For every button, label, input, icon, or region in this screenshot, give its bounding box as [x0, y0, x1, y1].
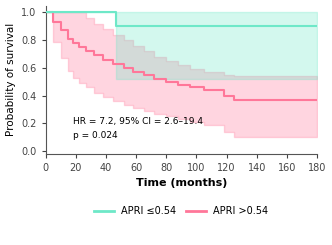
- X-axis label: Time (months): Time (months): [136, 178, 227, 188]
- Legend: APRI ≤0.54, APRI >0.54: APRI ≤0.54, APRI >0.54: [90, 202, 273, 220]
- Text: p = 0.024: p = 0.024: [73, 132, 117, 140]
- Y-axis label: Probability of survival: Probability of survival: [6, 23, 16, 136]
- Text: HR = 7.2, 95% CI = 2.6–19.4: HR = 7.2, 95% CI = 2.6–19.4: [73, 117, 203, 126]
